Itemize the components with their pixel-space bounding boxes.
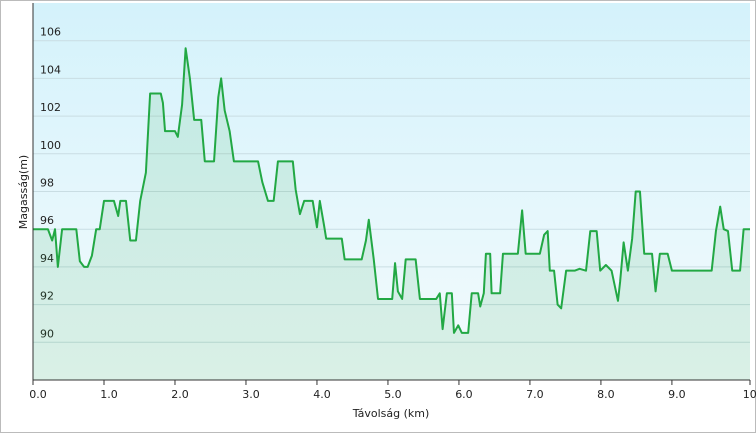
x-tick-label: 1.0 bbox=[100, 388, 118, 401]
y-tick-label: 90 bbox=[40, 327, 54, 340]
x-tick-label: 0.0 bbox=[29, 388, 47, 401]
y-tick-label: 94 bbox=[40, 252, 54, 265]
y-tick-label: 104 bbox=[40, 63, 61, 76]
line bbox=[33, 47, 750, 334]
x-tick-label: 7.0 bbox=[526, 388, 544, 401]
x-tick-label: 2.0 bbox=[171, 388, 189, 401]
x-tick-label: 8.0 bbox=[597, 388, 615, 401]
y-tick-label: 106 bbox=[40, 26, 61, 39]
x-tick-label: 9.0 bbox=[668, 388, 686, 401]
y-tick-label: 96 bbox=[40, 214, 54, 227]
y-tick-label: 92 bbox=[40, 290, 54, 303]
x-tick-label: 5.0 bbox=[384, 388, 402, 401]
x-axis-label: Távolság (km) bbox=[352, 407, 430, 420]
x-tick-label: 3.0 bbox=[242, 388, 260, 401]
x-tick-label: 4.0 bbox=[313, 388, 331, 401]
x-tick-label: 6.0 bbox=[455, 388, 473, 401]
y-tick-label: 100 bbox=[40, 139, 61, 152]
y-tick-label: 98 bbox=[40, 177, 54, 190]
y-tick-label: 102 bbox=[40, 101, 61, 114]
x-tick-label: 10.1 bbox=[743, 388, 756, 401]
area bbox=[33, 48, 750, 381]
y-axis-label: Magasság(m) bbox=[17, 155, 30, 229]
